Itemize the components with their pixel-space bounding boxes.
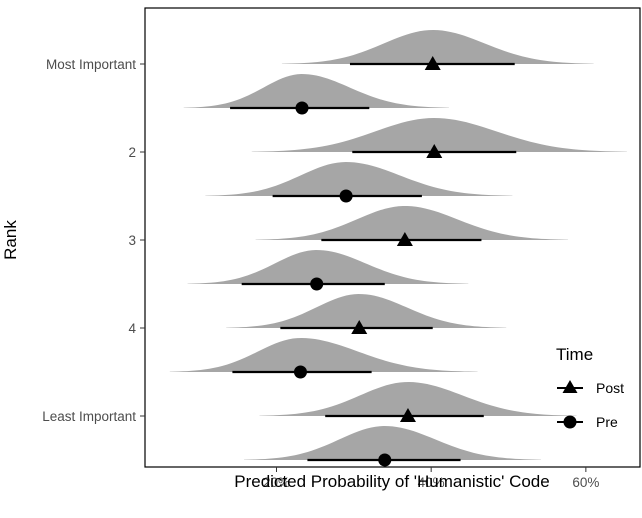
density-least-important-post [259, 382, 577, 416]
x-axis: 20% 40% 60% [263, 467, 599, 490]
point-most-important-post [424, 56, 441, 70]
point-2-post [426, 144, 443, 158]
point-4-pre [293, 365, 307, 379]
y-tick-label-3: 4 [128, 321, 136, 336]
legend-item-post: Post [557, 380, 624, 396]
interval-layer [230, 56, 517, 467]
y-axis-title: Rank [1, 220, 20, 260]
legend: Time Post Pre [556, 345, 624, 430]
legend-item-pre: Pre [557, 414, 618, 430]
point-2-pre [339, 189, 353, 203]
legend-pre-circle [563, 415, 577, 429]
legend-post-triangle [562, 380, 578, 393]
y-tick-label-2: 3 [128, 233, 136, 248]
point-4-post [351, 320, 368, 334]
point-least-important-post [399, 408, 416, 422]
x-tick-label-0: 20% [263, 475, 290, 490]
density-4-post [226, 294, 507, 328]
y-axis: Most Important 2 3 4 Least Important [42, 57, 145, 424]
y-tick-label-0: Most Important [46, 57, 136, 72]
point-3-post [396, 232, 413, 246]
y-tick-label-1: 2 [128, 145, 136, 160]
density-4-pre [169, 338, 478, 372]
x-axis-title: Predicted Probability of 'Humanistic' Co… [234, 472, 549, 491]
density-layer [169, 30, 627, 460]
point-most-important-pre [295, 101, 309, 115]
y-tick-label-4: Least Important [42, 409, 136, 424]
density-most-important-post [281, 30, 594, 64]
density-most-important-pre [183, 74, 449, 108]
legend-title: Time [556, 345, 593, 364]
legend-pre-label: Pre [596, 414, 618, 430]
density-2-post [251, 118, 627, 152]
density-2-pre [205, 162, 513, 196]
legend-post-label: Post [596, 380, 624, 396]
density-3-post [255, 206, 569, 240]
density-3-pre [187, 250, 469, 284]
panel-border [144, 7, 641, 468]
point-3-pre [310, 277, 324, 291]
x-tick-label-1: 40% [418, 475, 445, 490]
x-tick-label-2: 60% [572, 475, 599, 490]
density-least-important-pre [244, 426, 541, 460]
point-least-important-pre [378, 453, 392, 467]
